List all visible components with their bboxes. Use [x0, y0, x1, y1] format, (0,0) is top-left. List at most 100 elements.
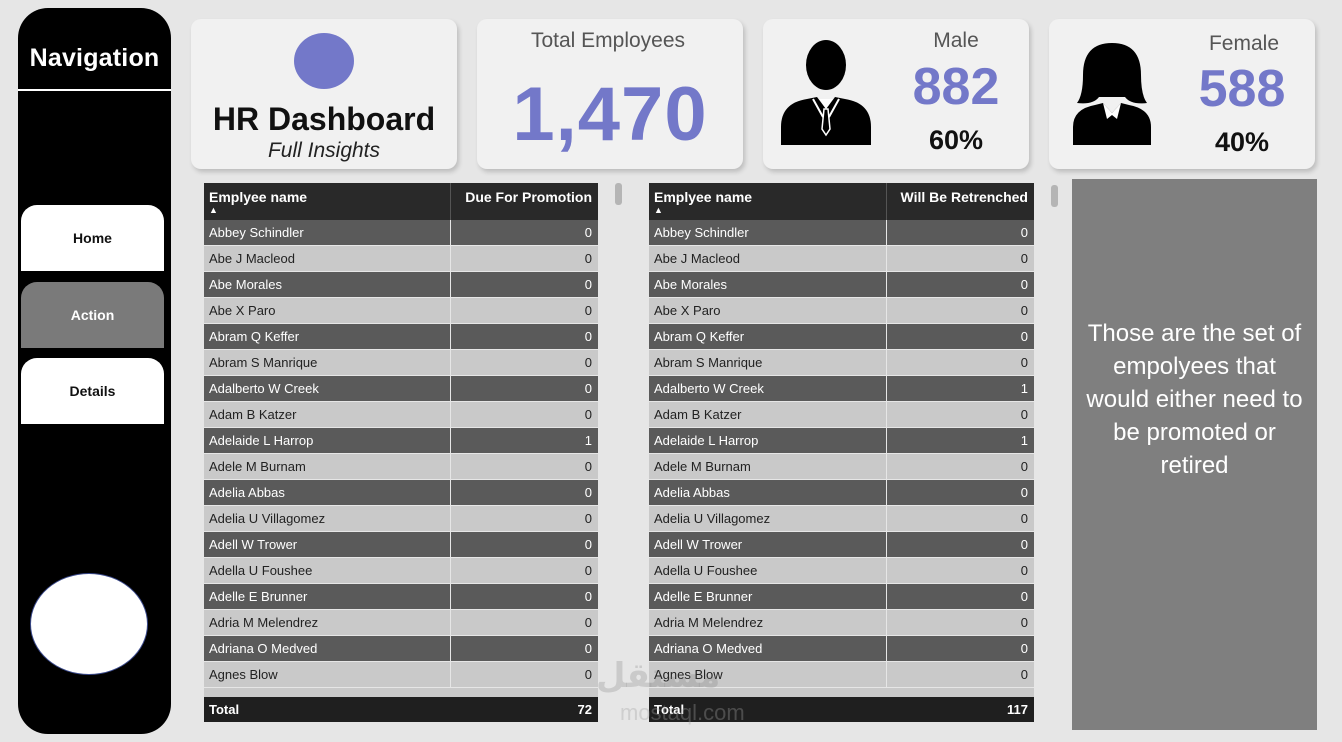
employee-name-cell: Abe Morales — [209, 277, 282, 292]
column-divider — [450, 220, 451, 246]
table-row[interactable]: Adam B Katzer 0 — [649, 402, 1034, 428]
table-row[interactable]: Adelle E Brunner 0 — [649, 584, 1034, 610]
column-divider — [886, 272, 887, 298]
nav-circle-button[interactable] — [30, 573, 148, 675]
column-divider — [450, 428, 451, 454]
column-divider — [450, 376, 451, 402]
value-cell: 0 — [1020, 251, 1028, 266]
details-button[interactable]: Details — [21, 358, 164, 424]
navigation-sidebar: Navigation Home Action Details — [18, 8, 171, 734]
table-row[interactable]: Adria M Melendrez 0 — [649, 610, 1034, 636]
value-cell: 0 — [1020, 563, 1028, 578]
column-divider — [886, 376, 887, 402]
value-cell: 0 — [584, 537, 592, 552]
employee-name-column-header[interactable]: Emplyee name — [654, 189, 753, 205]
value-cell: 0 — [584, 329, 592, 344]
employee-name-cell: Adella U Foushee — [654, 563, 758, 578]
column-divider — [450, 532, 451, 558]
table-row[interactable]: Abbey Schindler 0 — [204, 220, 598, 246]
navigation-divider — [18, 89, 171, 91]
table-row[interactable]: Adelaide L Harrop 1 — [204, 428, 598, 454]
column-divider — [450, 584, 451, 610]
table-row[interactable]: Abram S Manrique 0 — [204, 350, 598, 376]
column-divider — [886, 584, 887, 610]
table-row[interactable]: Abe J Macleod 0 — [649, 246, 1034, 272]
column-divider — [450, 636, 451, 662]
logo-circle-icon — [294, 33, 354, 89]
column-divider — [886, 610, 887, 636]
table-row[interactable]: Abe Morales 0 — [204, 272, 598, 298]
table-row[interactable]: Abram S Manrique 0 — [649, 350, 1034, 376]
column-divider — [886, 402, 887, 428]
promotion-table-scrollbar[interactable] — [615, 183, 622, 205]
female-percentage: 40% — [1214, 127, 1270, 157]
column-divider — [450, 454, 451, 480]
table-row[interactable]: Adelia U Villagomez 0 — [204, 506, 598, 532]
employee-name-cell: Adria M Melendrez — [209, 615, 319, 630]
table-row[interactable]: Adelia Abbas 0 — [649, 480, 1034, 506]
employee-name-column-header[interactable]: Emplyee name — [209, 189, 308, 205]
table-row[interactable]: Abram Q Keffer 0 — [204, 324, 598, 350]
value-cell: 0 — [1020, 407, 1028, 422]
table-row[interactable]: Agnes Blow 0 — [649, 662, 1034, 688]
value-cell: 0 — [584, 485, 592, 500]
column-divider — [450, 246, 451, 272]
employee-name-cell: Adriana O Medved — [654, 641, 763, 656]
table-row[interactable]: Abe X Paro 0 — [204, 298, 598, 324]
value-cell: 0 — [1020, 459, 1028, 474]
table-row[interactable]: Abbey Schindler 0 — [649, 220, 1034, 246]
value-cell: 0 — [1020, 355, 1028, 370]
value-cell: 1 — [584, 433, 592, 448]
value-cell: 0 — [1020, 667, 1028, 682]
employee-name-cell: Adell W Trower — [654, 537, 743, 552]
promotion-table: Emplyee name ▲ Due For Promotion Abbey S… — [204, 183, 598, 722]
table-row[interactable]: Adele M Burnam 0 — [204, 454, 598, 480]
table-row[interactable]: Adam B Katzer 0 — [204, 402, 598, 428]
column-divider — [450, 662, 451, 688]
table-row[interactable]: Adelia Abbas 0 — [204, 480, 598, 506]
column-divider — [450, 350, 451, 376]
table-row[interactable]: Adelaide L Harrop 1 — [649, 428, 1034, 454]
table-row[interactable]: Adriana O Medved 0 — [204, 636, 598, 662]
info-panel: Those are the set of empolyees that woul… — [1072, 179, 1317, 730]
column-divider — [450, 610, 451, 636]
table-row[interactable]: Abe J Macleod 0 — [204, 246, 598, 272]
will-be-retrenched-column-header[interactable]: Will Be Retrenched — [900, 189, 1028, 205]
column-divider — [450, 183, 451, 220]
employee-name-cell: Abe J Macleod — [209, 251, 295, 266]
column-divider — [886, 183, 887, 220]
employee-name-cell: Abe J Macleod — [654, 251, 740, 266]
column-divider — [886, 324, 887, 350]
column-divider — [886, 428, 887, 454]
table-row[interactable]: Adalberto W Creek 0 — [204, 376, 598, 402]
table-row[interactable]: Adell W Trower 0 — [649, 532, 1034, 558]
value-cell: 0 — [584, 381, 592, 396]
due-for-promotion-column-header[interactable]: Due For Promotion — [465, 189, 592, 205]
value-cell: 0 — [584, 563, 592, 578]
table-row[interactable]: Abram Q Keffer 0 — [649, 324, 1034, 350]
table-row[interactable]: Adella U Foushee 0 — [649, 558, 1034, 584]
male-percentage: 60% — [928, 125, 984, 155]
employee-name-cell: Abbey Schindler — [209, 225, 304, 240]
value-cell: 0 — [584, 459, 592, 474]
table-row[interactable]: Adria M Melendrez 0 — [204, 610, 598, 636]
table-row[interactable]: Abe Morales 0 — [649, 272, 1034, 298]
table-row[interactable]: Adelle E Brunner 0 — [204, 584, 598, 610]
column-divider — [886, 454, 887, 480]
female-label: Female — [1208, 32, 1280, 55]
table-row[interactable]: Adell W Trower 0 — [204, 532, 598, 558]
table-row[interactable]: Adriana O Medved 0 — [649, 636, 1034, 662]
table-row[interactable]: Adalberto W Creek 1 — [649, 376, 1034, 402]
table-row[interactable]: Adele M Burnam 0 — [649, 454, 1034, 480]
home-button[interactable]: Home — [21, 205, 164, 271]
dashboard-subtitle: Full Insights — [267, 139, 381, 162]
table-row[interactable]: Agnes Blow 0 — [204, 662, 598, 688]
table-row[interactable]: Adelia U Villagomez 0 — [649, 506, 1034, 532]
table-row[interactable]: Adella U Foushee 0 — [204, 558, 598, 584]
value-cell: 0 — [1020, 225, 1028, 240]
table-row[interactable]: Abe X Paro 0 — [649, 298, 1034, 324]
retrenchment-table-scrollbar[interactable] — [1051, 185, 1058, 207]
action-button[interactable]: Action — [21, 282, 164, 348]
navigation-title: Navigation — [29, 44, 160, 72]
employee-name-cell: Adelia Abbas — [654, 485, 730, 500]
